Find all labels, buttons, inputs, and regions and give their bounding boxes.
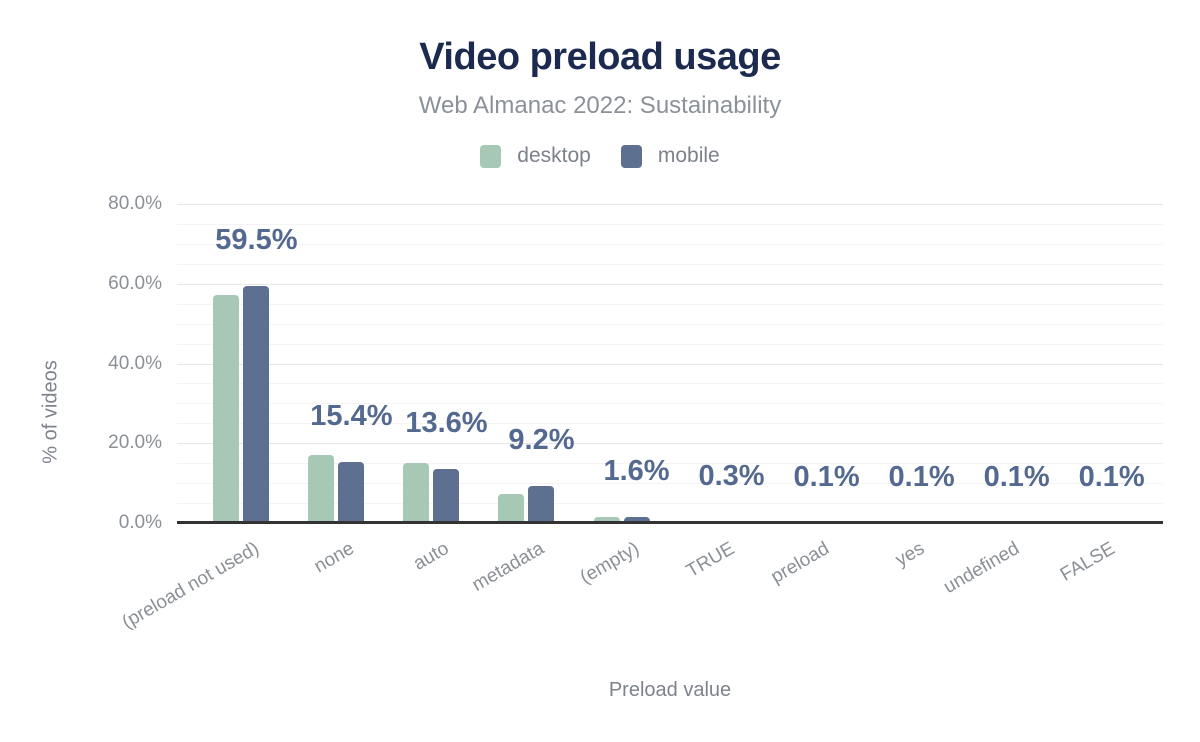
x-category-label: auto xyxy=(410,538,453,575)
bar-mobile-3[interactable] xyxy=(528,486,555,523)
bar-mobile-2[interactable] xyxy=(433,468,460,523)
legend-item-desktop[interactable]: desktop xyxy=(480,144,591,168)
gridline-minor xyxy=(177,483,1163,485)
gridline-major xyxy=(177,363,1163,365)
y-tick-label: 60.0% xyxy=(108,272,162,294)
bar-value-label: 1.6% xyxy=(603,454,670,487)
bar-value-label: 9.2% xyxy=(508,424,575,457)
gridline-minor xyxy=(177,223,1163,225)
bar-value-label: 13.6% xyxy=(405,406,488,439)
chart-subtitle: Web Almanac 2022: Sustainability xyxy=(418,92,782,119)
bar-value-label: 0.1% xyxy=(793,460,860,493)
gridline-major xyxy=(177,283,1163,285)
bar-desktop-0[interactable] xyxy=(213,294,240,523)
x-category-label: preload xyxy=(767,538,834,588)
gridline-minor xyxy=(177,263,1163,265)
bar-value-label: 0.1% xyxy=(888,460,955,493)
x-category-label: yes xyxy=(892,538,929,571)
x-category-label: undefined xyxy=(940,538,1024,598)
legend-label-desktop: desktop xyxy=(517,144,591,167)
gridline-major xyxy=(177,204,1163,205)
legend: desktop mobile xyxy=(0,144,1200,168)
gridline-minor xyxy=(177,343,1163,345)
bar-value-label: 0.3% xyxy=(698,459,765,492)
x-axis-title: Preload value xyxy=(608,679,732,701)
x-category-label: none xyxy=(310,538,358,578)
bar-value-label: 15.4% xyxy=(310,399,393,432)
y-tick-label: 0.0% xyxy=(118,512,162,533)
gridline-major xyxy=(177,443,1163,445)
gridline-minor xyxy=(177,303,1163,305)
bar-desktop-2[interactable] xyxy=(403,463,430,523)
x-axis-line xyxy=(177,521,1163,524)
gridline-minor xyxy=(177,403,1163,405)
bar-desktop-4[interactable] xyxy=(593,517,620,523)
bar-desktop-1[interactable] xyxy=(308,455,335,523)
bar-value-label: 0.1% xyxy=(983,460,1050,493)
gridline-minor xyxy=(177,463,1163,465)
y-tick-label: 20.0% xyxy=(108,432,162,454)
gridline-minor xyxy=(177,383,1163,385)
gridline-minor xyxy=(177,243,1163,245)
y-tick-label: 40.0% xyxy=(108,352,162,374)
legend-item-mobile[interactable]: mobile xyxy=(620,144,720,168)
bar-desktop-3[interactable] xyxy=(498,494,525,523)
bar-mobile-4[interactable] xyxy=(623,516,650,523)
legend-label-mobile: mobile xyxy=(657,144,720,167)
bar-mobile-0[interactable] xyxy=(243,285,270,523)
bar-mobile-1[interactable] xyxy=(338,461,365,523)
gridline-minor xyxy=(177,503,1163,505)
y-tick-label: 80.0% xyxy=(108,193,162,214)
x-category-label: TRUE xyxy=(682,538,739,583)
gridline-minor xyxy=(177,323,1163,325)
bar-value-label: 59.5% xyxy=(215,223,298,256)
x-category-label: metadata xyxy=(468,538,548,596)
mobile-swatch-icon xyxy=(620,144,642,168)
x-category-label: (preload not used) xyxy=(118,538,263,634)
gridline-minor xyxy=(177,423,1163,425)
desktop-swatch-icon xyxy=(480,144,502,168)
bar-value-label: 0.1% xyxy=(1078,460,1145,493)
x-category-label: FALSE xyxy=(1056,538,1119,586)
chart-title: Video preload usage xyxy=(419,36,781,78)
x-category-label: (empty) xyxy=(576,538,644,589)
